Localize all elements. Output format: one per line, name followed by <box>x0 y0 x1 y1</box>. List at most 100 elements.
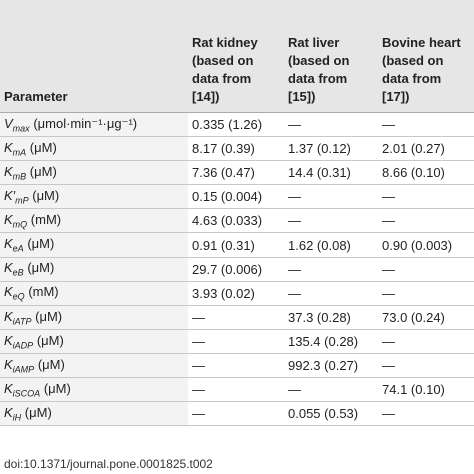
value-cell: 8.17 (0.39) <box>188 136 284 162</box>
value-cell: — <box>378 257 474 282</box>
parameter-cell: KeB (μM) <box>0 257 188 282</box>
parameter-cell: KmA (μM) <box>0 136 188 162</box>
value-cell: — <box>284 112 378 138</box>
parameter-unit: (μmol·min⁻¹·μg⁻¹) <box>33 115 138 131</box>
column-header: Rat liver (based on data from [15]) <box>284 0 378 113</box>
parameter-cell: KeQ (mM) <box>0 281 188 306</box>
parameter-symbol: K <box>4 163 13 179</box>
table-row: KeQ (mM) 3.93 (0.02) — — <box>0 281 474 306</box>
table: Parameter Rat kidney (based on data from … <box>0 0 474 427</box>
parameter-unit: (μM) <box>29 163 57 179</box>
parameter-subscript: eB <box>12 267 24 278</box>
table-row: KiADP (μM) —135.4 (0.28) — <box>0 329 474 354</box>
parameter-subscript: max <box>12 123 30 134</box>
parameter-symbol: K <box>4 404 13 420</box>
value-cell: — <box>378 401 474 427</box>
header-row: Parameter Rat kidney (based on data from … <box>0 0 474 113</box>
parameter-symbol: K <box>4 284 13 300</box>
parameter-symbol: K <box>4 308 13 324</box>
table-row: K′mP (μM) 0.15 (0.004) — — <box>0 184 474 210</box>
parameter-unit: (μM) <box>27 236 55 252</box>
parameter-symbol: K <box>4 260 13 276</box>
parameter-cell: KmQ (mM) <box>0 208 188 234</box>
parameter-subscript: eQ <box>12 292 25 302</box>
value-cell: — <box>284 281 378 306</box>
value-cell: — <box>378 329 474 354</box>
parameter-unit: (μM) <box>27 260 55 276</box>
parameter-symbol: K <box>4 212 13 228</box>
parameter-symbol: K <box>4 356 13 372</box>
value-cell: — <box>188 377 284 403</box>
value-cell: — <box>378 353 474 379</box>
parameter-symbol: V <box>4 115 13 131</box>
parameter-subscript: mB <box>12 171 27 182</box>
parameter-subscript: mQ <box>12 219 28 230</box>
parameter-symbol: K′ <box>4 188 16 204</box>
parameter-cell: KiAMP (μM) <box>0 353 188 379</box>
value-cell: 0.15 (0.004) <box>188 184 284 210</box>
parameter-subscript: eA <box>12 243 24 254</box>
parameter-cell: KiSCOA (μM) <box>0 377 188 403</box>
value-cell: — <box>378 112 474 138</box>
value-cell: 73.0 (0.24) <box>378 305 474 330</box>
value-cell: — <box>188 401 284 427</box>
table-row: KiSCOA (μM) — —74.1 (0.10) <box>0 377 474 403</box>
table-row: Vmax (μmol·min⁻¹·μg⁻¹) 0.335 (1.26) — — <box>0 112 474 138</box>
value-cell: 0.91 (0.31) <box>188 232 284 258</box>
parameter-symbol: K <box>4 380 13 396</box>
parameter-unit: (μM) <box>32 188 60 204</box>
parameter-unit: (μM) <box>35 308 63 324</box>
column-header: Bovine heart (based on data from [17]) <box>378 0 474 113</box>
parameter-cell: KiH (μM) <box>0 401 188 427</box>
doi-footer: doi:10.1371/journal.pone.0001825.t002 <box>4 457 213 471</box>
parameter-unit: (mM) <box>28 284 59 300</box>
value-cell: — <box>284 377 378 403</box>
parameter-subscript: iATP <box>12 316 32 327</box>
parameter-subscript: iSCOA <box>12 388 41 399</box>
parameter-cell: K′mP (μM) <box>0 184 188 210</box>
table-header: Parameter Rat kidney (based on data from … <box>0 0 474 113</box>
table-row: KiH (μM) —0.055 (0.53) — <box>0 401 474 427</box>
parameter-cell: KmB (μM) <box>0 160 188 186</box>
value-cell: 1.62 (0.08) <box>284 232 378 258</box>
table-row: KiATP (μM) —37.3 (0.28) 73.0 (0.24) <box>0 305 474 330</box>
value-cell: 1.37 (0.12) <box>284 136 378 162</box>
value-cell: — <box>378 208 474 234</box>
table-row: KmA (μM) 8.17 (0.39) 1.37 (0.12) 2.01 (0.27… <box>0 136 474 162</box>
parameter-subscript: mA <box>12 147 27 158</box>
parameter-cell: KeA (μM) <box>0 232 188 258</box>
value-cell: 2.01 (0.27) <box>378 136 474 162</box>
parameter-unit: (μM) <box>36 332 64 348</box>
parameter-symbol: K <box>4 236 13 252</box>
value-cell: 992.3 (0.27) <box>284 353 378 379</box>
table-row: KeB (μM) 29.7 (0.006) — — <box>0 257 474 282</box>
parameter-symbol: K <box>4 332 13 348</box>
value-cell: 14.4 (0.31) <box>284 160 378 186</box>
parameter-unit: (μM) <box>29 139 57 155</box>
value-cell: — <box>188 329 284 354</box>
parameter-cell: KiATP (μM) <box>0 305 188 330</box>
value-cell: 29.7 (0.006) <box>188 257 284 282</box>
value-cell: 37.3 (0.28) <box>284 305 378 330</box>
value-cell: — <box>188 305 284 330</box>
value-cell: 0.055 (0.53) <box>284 401 378 427</box>
value-cell: 3.93 (0.02) <box>188 281 284 306</box>
parameter-subscript: iADP <box>12 340 34 351</box>
value-cell: 8.66 (0.10) <box>378 160 474 186</box>
parameter-unit: (mM) <box>30 212 62 228</box>
table-row: KeA (μM) 0.91 (0.31) 1.62 (0.08) 0.90 (0.00… <box>0 232 474 258</box>
value-cell: 135.4 (0.28) <box>284 329 378 354</box>
value-cell: — <box>378 281 474 306</box>
parameter-subscript: mP <box>15 195 29 206</box>
parameter-cell: KiADP (μM) <box>0 329 188 354</box>
column-header: Rat kidney (based on data from [14]) <box>188 0 284 113</box>
value-cell: 0.90 (0.003) <box>378 232 474 258</box>
parameter-unit: (μM) <box>43 380 71 396</box>
table-body: Vmax (μmol·min⁻¹·μg⁻¹) 0.335 (1.26) — — KmA … <box>0 112 474 427</box>
parameter-subscript: iH <box>12 412 22 423</box>
parameter-symbol: K <box>4 139 13 155</box>
table-row: KiAMP (μM) —992.3 (0.27) — <box>0 353 474 379</box>
table-row: KmQ (mM) 4.63 (0.033) — — <box>0 208 474 234</box>
column-header: Parameter <box>0 0 188 113</box>
